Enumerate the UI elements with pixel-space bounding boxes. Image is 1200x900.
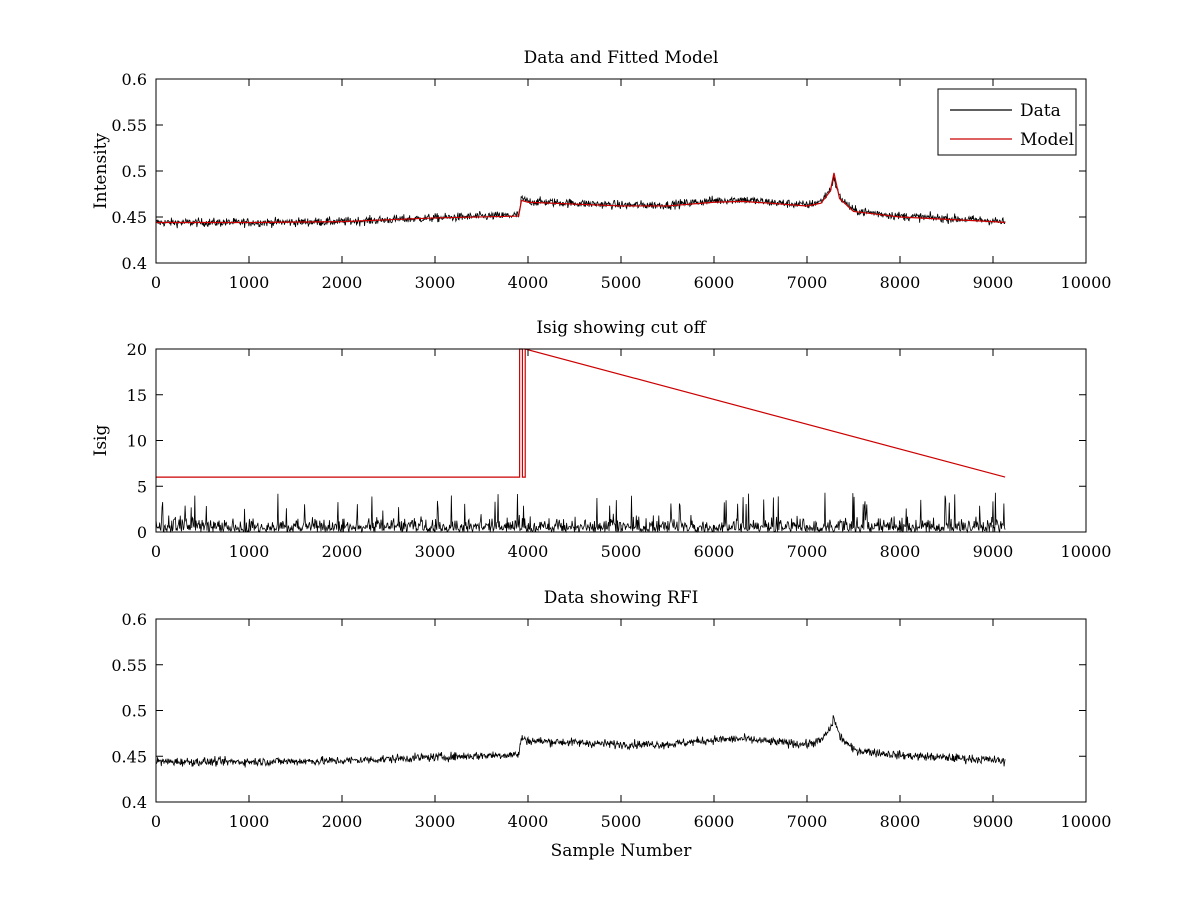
x-tick-label: 7000 bbox=[787, 812, 828, 831]
x-tick-label: 0 bbox=[151, 542, 161, 561]
x-tick-label: 7000 bbox=[787, 273, 828, 292]
y-tick-label: 0.55 bbox=[111, 656, 147, 675]
x-tick-label: 4000 bbox=[508, 273, 549, 292]
legend-box bbox=[937, 88, 1077, 156]
x-tick-label: 10000 bbox=[1061, 542, 1112, 561]
y-tick-label: 0.5 bbox=[122, 162, 147, 181]
y-tick-label: 0.55 bbox=[111, 116, 147, 135]
y-tick-label: 0 bbox=[137, 523, 147, 542]
axes-frame-2 bbox=[155, 348, 1087, 533]
x-tick-label: 3000 bbox=[415, 542, 456, 561]
x-tick-label: 6000 bbox=[694, 273, 735, 292]
x-tick-label: 3000 bbox=[415, 273, 456, 292]
y-tick-label: 20 bbox=[127, 340, 147, 359]
x-tick-label: 2000 bbox=[322, 812, 363, 831]
y-tick-label: 0.6 bbox=[122, 70, 147, 89]
series-line-1-plot-2 bbox=[155, 492, 1006, 534]
x-tick-label: 8000 bbox=[880, 542, 921, 561]
chart-title: Isig showing cut off bbox=[536, 318, 707, 338]
series-model-plot-1 bbox=[156, 172, 1006, 224]
series-line-2-plot-2 bbox=[156, 348, 1006, 478]
chart-title: Data showing RFI bbox=[544, 588, 699, 608]
axes-3 bbox=[155, 618, 1087, 803]
x-tick-label: 8000 bbox=[880, 812, 921, 831]
x-tick-label: 1000 bbox=[229, 273, 270, 292]
x-tick-label: 2000 bbox=[322, 542, 363, 561]
axes-1: Data Model bbox=[155, 78, 1087, 264]
legend-label-data: Data bbox=[1020, 101, 1061, 121]
x-tick-label: 7000 bbox=[787, 542, 828, 561]
x-tick-label: 8000 bbox=[880, 273, 921, 292]
legend: Data Model bbox=[937, 88, 1077, 156]
x-tick-label: 5000 bbox=[601, 542, 642, 561]
x-tick-label: 10000 bbox=[1061, 273, 1112, 292]
x-tick-label: 5000 bbox=[601, 273, 642, 292]
x-tick-label: 6000 bbox=[694, 542, 735, 561]
x-tick-label: 1000 bbox=[229, 812, 270, 831]
x-tick-label: 4000 bbox=[508, 812, 549, 831]
x-tick-label: 9000 bbox=[973, 542, 1014, 561]
x-axis-label: Sample Number bbox=[551, 841, 693, 861]
chart-title: Data and Fitted Model bbox=[524, 48, 719, 68]
y-tick-label: 0.4 bbox=[122, 793, 147, 812]
x-tick-label: 10000 bbox=[1061, 812, 1112, 831]
x-tick-label: 1000 bbox=[229, 542, 270, 561]
series-data-plot-1 bbox=[155, 175, 1006, 229]
axes-frame-3 bbox=[155, 618, 1087, 803]
y-tick-label: 15 bbox=[127, 386, 147, 405]
y-tick-label: 5 bbox=[137, 477, 147, 496]
x-tick-label: 6000 bbox=[694, 812, 735, 831]
x-tick-label: 0 bbox=[151, 812, 161, 831]
y-axis-label: Intensity bbox=[91, 133, 111, 209]
x-tick-label: 0 bbox=[151, 273, 161, 292]
y-axis-label: Isig bbox=[91, 425, 111, 457]
x-tick-label: 3000 bbox=[415, 812, 456, 831]
y-tick-label: 10 bbox=[127, 432, 147, 451]
axes-2 bbox=[155, 348, 1087, 534]
x-tick-label: 2000 bbox=[322, 273, 363, 292]
x-tick-label: 9000 bbox=[973, 273, 1014, 292]
legend-label-model: Model bbox=[1020, 130, 1074, 150]
x-tick-label: 5000 bbox=[601, 812, 642, 831]
x-tick-label: 9000 bbox=[973, 812, 1014, 831]
y-tick-label: 0.6 bbox=[122, 610, 147, 629]
y-tick-label: 0.4 bbox=[122, 254, 147, 273]
y-tick-label: 0.45 bbox=[111, 747, 147, 766]
y-tick-label: 0.5 bbox=[122, 702, 147, 721]
x-tick-label: 4000 bbox=[508, 542, 549, 561]
y-tick-label: 0.45 bbox=[111, 208, 147, 227]
series-line-1-plot-3 bbox=[155, 715, 1006, 768]
